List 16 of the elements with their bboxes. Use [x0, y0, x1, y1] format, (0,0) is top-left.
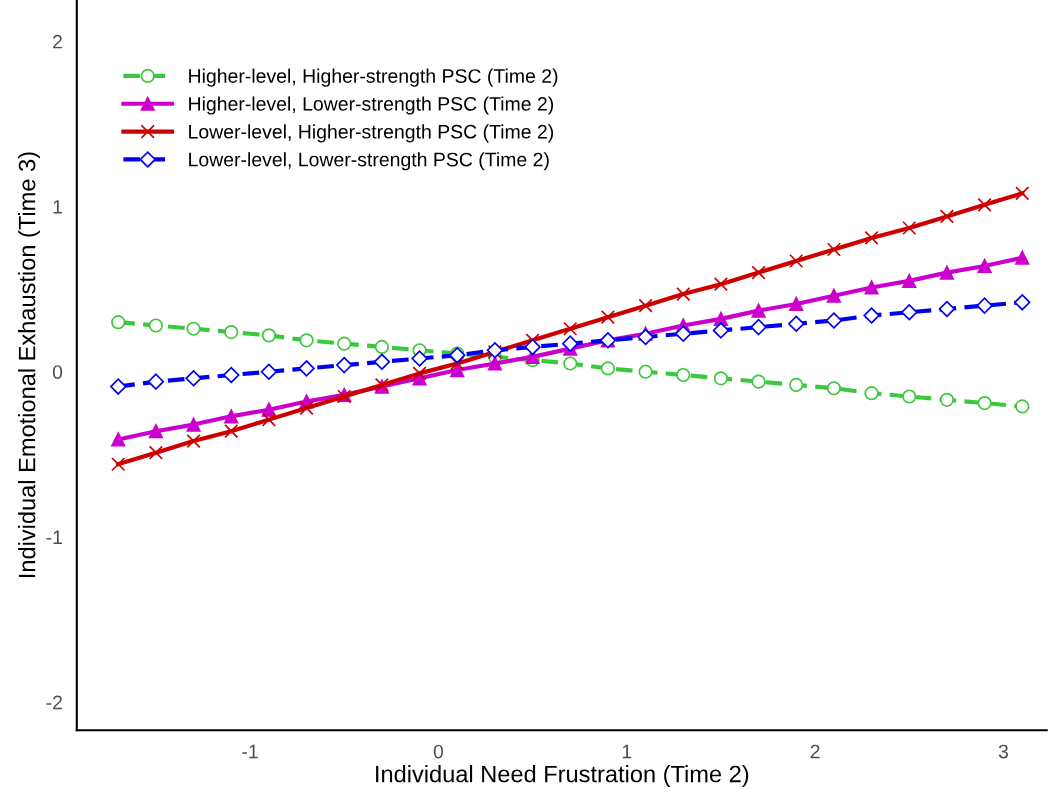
x-tick-label: -1: [242, 744, 258, 759]
x-tick-label: 3: [998, 744, 1008, 759]
legend-label: Higher-level, Higher-strength PSC (Time 2): [189, 68, 558, 87]
y-axis-title: Individual Emotional Exhaustion (Time 3): [18, 152, 41, 578]
x-tick-label: 2: [810, 744, 820, 759]
x-tick-label: 0: [433, 744, 444, 759]
y-tick-label: -2: [46, 695, 62, 710]
x-axis-title: Individual Need Frustration (Time 2): [376, 765, 749, 788]
y-tick-label: 1: [53, 200, 62, 214]
legend-label: Higher-level, Lower-strength PSC (Time 2): [189, 96, 554, 115]
legend-label: Lower-level, Higher-strength PSC (Time 2): [189, 124, 554, 143]
x-tick-label: 1: [622, 744, 632, 759]
y-tick-label: 2: [53, 34, 62, 49]
y-tick-label: 0: [52, 365, 63, 379]
y-tick-label: -1: [46, 530, 62, 544]
legend-label: Lower-level, Lower-strength PSC (Time 2): [189, 152, 549, 171]
